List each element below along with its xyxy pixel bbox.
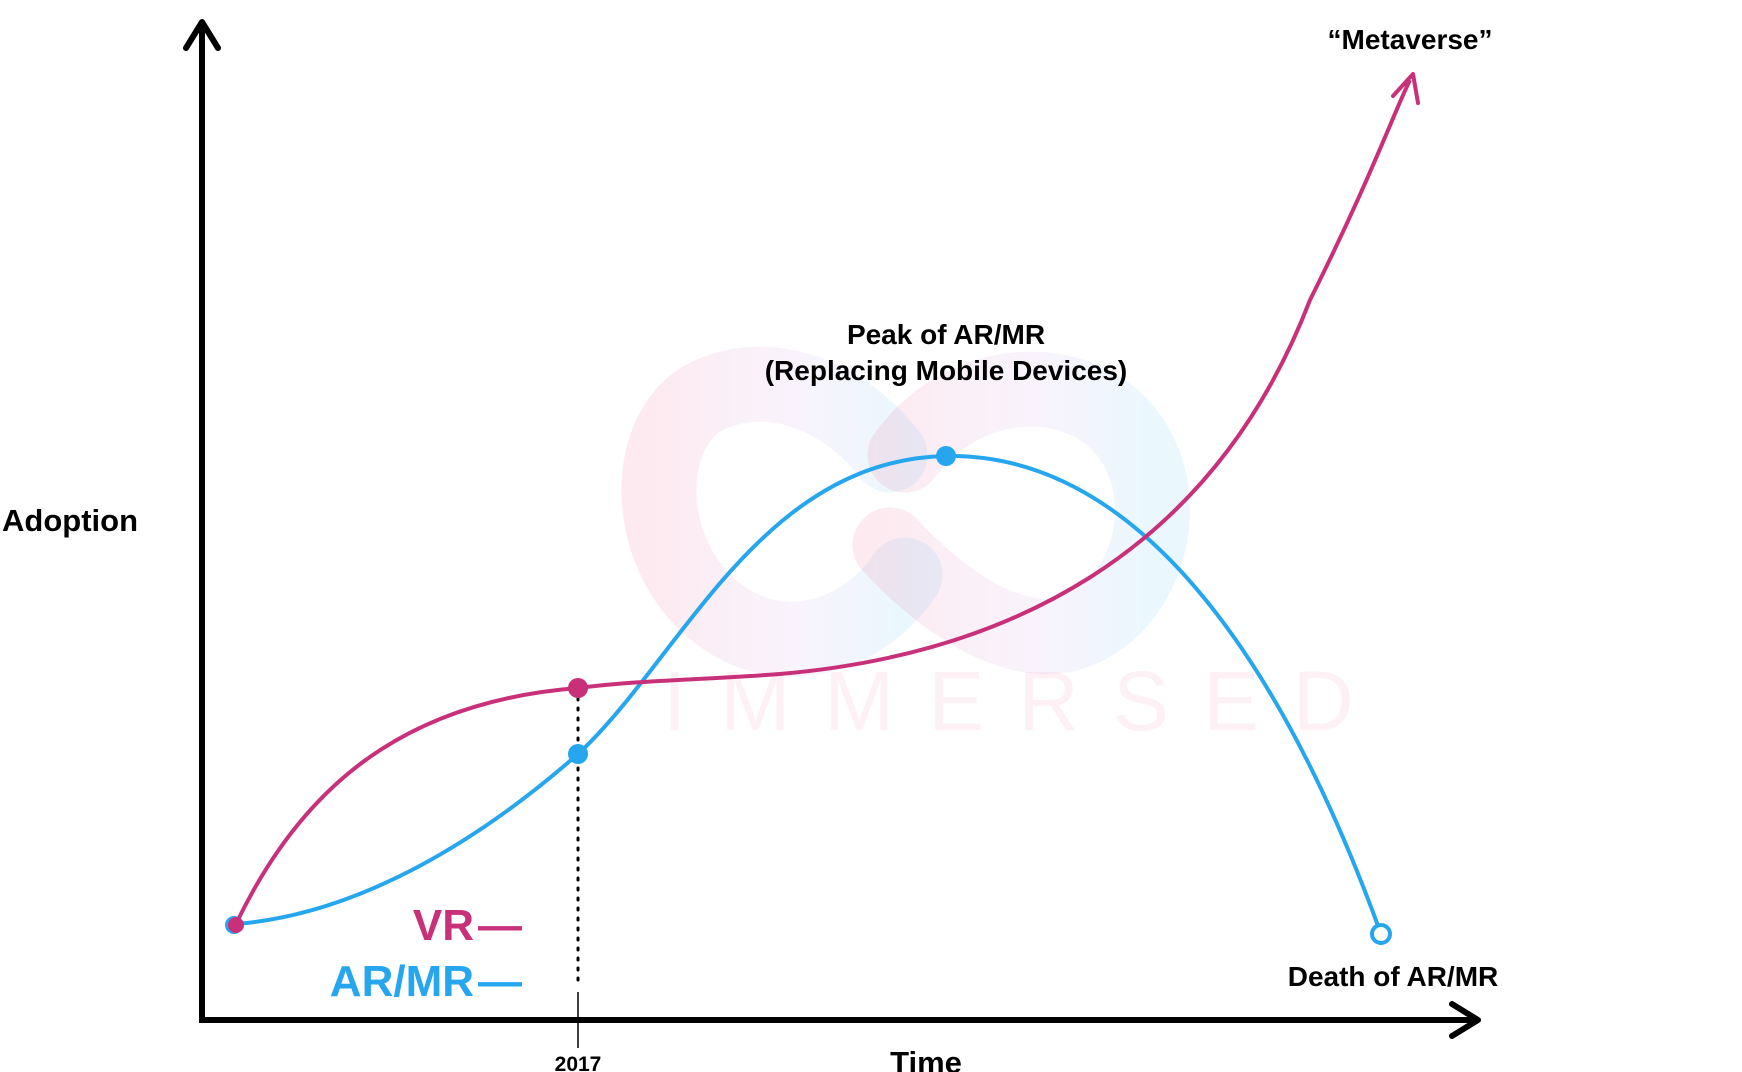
- axes: [183, 19, 1481, 1048]
- legend-ar-label: AR/MR: [330, 957, 474, 1006]
- vr-2017-point: [568, 678, 588, 698]
- ar-death-point: [1370, 923, 1392, 945]
- legend: VR — AR/MR —: [330, 901, 522, 1006]
- x-axis-label: Time: [890, 1045, 962, 1072]
- death-annotation: Death of AR/MR: [1288, 961, 1499, 992]
- ar-2017-point: [568, 744, 588, 764]
- vr-arrowhead: [1391, 72, 1420, 105]
- peak-annotation-line1: Peak of AR/MR: [847, 319, 1045, 350]
- ar-peak-point: [936, 446, 956, 466]
- ar-mr-curve: [235, 453, 1383, 935]
- infinity-left-loop: [621, 346, 943, 677]
- peak-annotation-line2: (Replacing Mobile Devices): [765, 355, 1128, 386]
- vr-curve: [234, 79, 1412, 925]
- y-axis-label: Adoption: [2, 503, 138, 538]
- watermark-logo: [621, 346, 1190, 677]
- legend-vr-dash: —: [478, 901, 522, 950]
- legend-vr-label: VR: [413, 901, 474, 950]
- legend-ar-dash: —: [478, 957, 522, 1006]
- x-axis-arrow: [1449, 1001, 1481, 1039]
- x-tick-label-2017: 2017: [555, 1053, 602, 1072]
- metaverse-label: “Metaverse”: [1328, 24, 1493, 55]
- vr-start-point: [228, 917, 244, 933]
- y-axis-arrow: [183, 19, 221, 51]
- watermark-text: IMMERSED: [663, 654, 1388, 748]
